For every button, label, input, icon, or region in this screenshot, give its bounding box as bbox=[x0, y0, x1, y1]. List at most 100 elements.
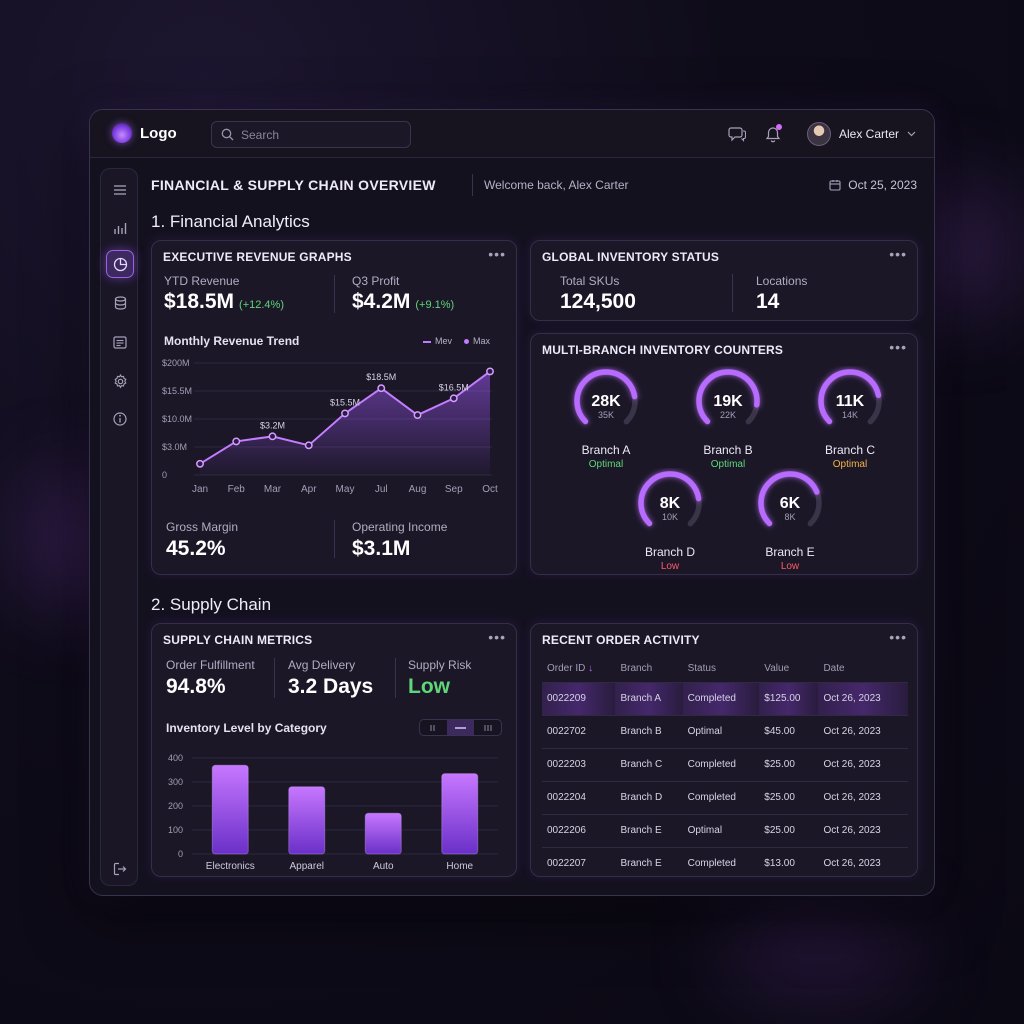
more-options-icon[interactable]: ••• bbox=[889, 339, 907, 355]
column-header-status[interactable]: Status bbox=[687, 662, 716, 674]
gear-icon bbox=[113, 373, 127, 389]
logo-icon bbox=[112, 123, 132, 143]
cell-status: Optimal bbox=[682, 714, 760, 748]
view-option-grid[interactable] bbox=[474, 720, 501, 735]
revenue-chart-title: Monthly Revenue Trend bbox=[164, 334, 300, 348]
table-row[interactable]: 0022207 Branch E Completed $13.00 Oct 26, 20… bbox=[542, 846, 908, 880]
user-name: Alex Carter bbox=[838, 127, 899, 141]
logo[interactable]: Logo bbox=[112, 123, 177, 143]
y-tick-label: 200 bbox=[168, 801, 183, 811]
sidebar-item-menu[interactable] bbox=[106, 176, 134, 204]
database-icon bbox=[114, 296, 126, 310]
cell-status: Completed bbox=[682, 780, 760, 814]
avatar bbox=[806, 122, 831, 146]
notifications-button[interactable] bbox=[763, 124, 783, 144]
cell-branch: Branch A bbox=[615, 681, 683, 715]
branch-gauge[interactable]: 11K 14K Branch C Optimal bbox=[805, 366, 895, 470]
branch-gauge[interactable]: 19K 22K Branch B Optimal bbox=[683, 366, 773, 470]
column-header-order-id[interactable]: Order ID ↓ bbox=[547, 662, 594, 674]
cell-branch: Branch B bbox=[615, 714, 683, 748]
chat-icon bbox=[728, 127, 746, 142]
search-box[interactable] bbox=[211, 121, 411, 148]
inventory-status-card: GLOBAL INVENTORY STATUS ••• Total SKUs 1… bbox=[530, 240, 918, 321]
revenue-point bbox=[196, 459, 204, 468]
cell-id: 0022207 bbox=[542, 846, 616, 880]
x-tick-label: Oct bbox=[482, 484, 498, 495]
branch-gauge[interactable]: 6K 8K Branch E Low bbox=[745, 468, 835, 572]
menu-icon bbox=[114, 185, 126, 195]
gauge-fill bbox=[758, 471, 822, 535]
table-row[interactable]: 0022204 Branch D Completed $25.00 Oct 26, 20… bbox=[542, 780, 908, 814]
pie-chart-icon bbox=[113, 257, 127, 271]
sidebar-item-reports[interactable] bbox=[106, 328, 134, 356]
branch-status: Low bbox=[780, 561, 800, 572]
revenue-point bbox=[449, 394, 458, 403]
view-option-bar[interactable] bbox=[447, 720, 474, 735]
total-skus-label: Total SKUs bbox=[560, 274, 620, 288]
more-options-icon[interactable]: ••• bbox=[889, 246, 907, 262]
column-header-branch[interactable]: Branch bbox=[620, 662, 653, 674]
y-tick-label: 300 bbox=[168, 777, 183, 787]
table-row[interactable]: 0022702 Branch B Optimal $45.00 Oct 26, 2023 bbox=[542, 714, 908, 748]
user-menu[interactable]: Alex Carter bbox=[806, 122, 916, 146]
bar-auto bbox=[364, 812, 402, 855]
date-display[interactable]: Oct 25, 2023 bbox=[829, 178, 917, 192]
sidebar-item-settings[interactable] bbox=[106, 367, 134, 395]
gauge-fill bbox=[638, 471, 702, 535]
cell-date: Oct 26, 2023 bbox=[818, 747, 908, 781]
column-header-value[interactable]: Value bbox=[764, 662, 790, 674]
branch-gauge[interactable]: 28K 35K Branch A Optimal bbox=[561, 366, 651, 470]
y-tick-label: 0 bbox=[178, 849, 183, 859]
avg-delivery-label: Avg Delivery bbox=[288, 658, 356, 672]
sidebar-item-data[interactable] bbox=[106, 289, 134, 317]
top-bar: Logo Alex Carter bbox=[90, 110, 934, 158]
revenue-point bbox=[377, 384, 386, 393]
gauge-value: 6K bbox=[780, 495, 801, 512]
operating-income-label: Operating Income bbox=[352, 520, 448, 534]
supply-risk-label: Supply Risk bbox=[408, 658, 472, 672]
table-row[interactable]: 0022209 Branch A Completed $125.00 Oct 26, 2… bbox=[542, 681, 908, 715]
report-icon bbox=[113, 335, 127, 349]
more-options-icon[interactable]: ••• bbox=[488, 246, 506, 262]
sidebar-item-info[interactable] bbox=[106, 405, 134, 433]
x-tick-label: Electronics bbox=[206, 861, 255, 872]
cell-branch: Branch E bbox=[615, 846, 683, 880]
page-title: FINANCIAL & SUPPLY CHAIN OVERVIEW bbox=[151, 177, 436, 193]
sidebar-item-overview[interactable] bbox=[106, 250, 134, 278]
more-options-icon[interactable]: ••• bbox=[889, 629, 907, 645]
revenue-line-chart: 0 $3.0M $10.0M $15.5M $200M Jan Feb $3.2M Mar Apr… bbox=[162, 358, 498, 495]
column-header-date[interactable]: Date bbox=[823, 662, 845, 674]
more-options-icon[interactable]: ••• bbox=[488, 629, 506, 645]
card-title: RECENT ORDER ACTIVITY bbox=[542, 633, 700, 647]
branch-name: Branch E bbox=[765, 545, 815, 559]
locations-label: Locations bbox=[756, 274, 808, 288]
section-title-financial: 1. Financial Analytics bbox=[151, 212, 310, 231]
inventory-chart-title: Inventory Level by Category bbox=[166, 721, 327, 735]
messages-button[interactable] bbox=[727, 124, 747, 144]
section-title-supply: 2. Supply Chain bbox=[151, 595, 272, 614]
x-tick-label: Jan bbox=[192, 484, 208, 495]
table-row[interactable]: 0022206 Branch E Optimal $25.00 Oct 26, 2023 bbox=[542, 813, 908, 847]
view-option-compact[interactable] bbox=[420, 720, 447, 735]
table-row[interactable]: 0022203 Branch C Completed $25.00 Oct 26, 20… bbox=[542, 747, 908, 781]
branch-name: Branch A bbox=[581, 443, 631, 457]
branch-status: Optimal bbox=[832, 459, 868, 470]
gauge-capacity: 14K bbox=[842, 410, 858, 420]
kpi-divider bbox=[732, 274, 733, 312]
x-tick-label: Aug bbox=[409, 484, 427, 495]
chart-view-toggle bbox=[419, 719, 502, 736]
columns-icon bbox=[430, 724, 435, 731]
y-tick-label: $200M bbox=[162, 358, 190, 368]
cell-value: $45.00 bbox=[759, 714, 819, 748]
sidebar bbox=[100, 168, 138, 886]
branch-status: Optimal bbox=[710, 459, 746, 470]
sidebar-item-analytics[interactable] bbox=[106, 214, 134, 242]
cell-value: $125.00 bbox=[759, 681, 819, 715]
sidebar-item-logout[interactable] bbox=[106, 855, 134, 883]
search-input[interactable] bbox=[241, 127, 391, 142]
branch-gauge[interactable]: 8K 10K Branch D Low bbox=[625, 468, 715, 572]
gauge-fill bbox=[696, 369, 760, 433]
point-label: $3.2M bbox=[260, 420, 285, 430]
gauge-capacity: 10K bbox=[662, 512, 678, 522]
revenue-point bbox=[304, 441, 313, 450]
